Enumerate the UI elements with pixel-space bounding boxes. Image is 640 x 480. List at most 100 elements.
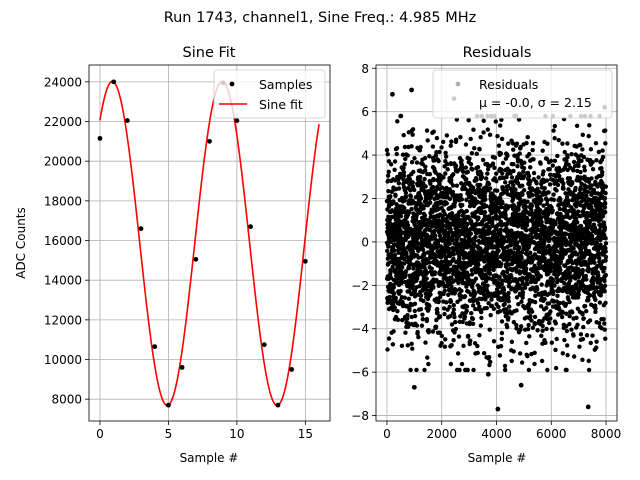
residual-point: [521, 165, 527, 171]
residual-point: [422, 251, 427, 256]
residual-point: [408, 367, 413, 373]
residual-point: [599, 165, 604, 171]
residual-point: [497, 274, 502, 280]
residual-point: [435, 310, 440, 315]
residual-point: [449, 211, 455, 216]
residual-point: [449, 275, 454, 281]
residual-point: [571, 159, 577, 165]
residual-point: [585, 189, 591, 195]
residual-point: [471, 367, 476, 373]
residual-point: [497, 123, 503, 128]
sample-point: [193, 256, 199, 262]
residual-point: [493, 171, 499, 176]
residual-point: [588, 293, 593, 298]
residual-point: [422, 367, 427, 373]
sine-fit-ytick-label: 16000: [44, 234, 82, 248]
residual-point: [421, 298, 426, 304]
residual-point: [464, 304, 470, 309]
residual-point: [525, 135, 530, 140]
residual-point: [502, 367, 508, 373]
residual-point: [417, 284, 422, 289]
residual-point: [490, 161, 496, 166]
residual-point: [601, 316, 606, 322]
residual-point: [428, 181, 433, 186]
residual-point: [464, 308, 469, 314]
residual-point: [603, 272, 608, 278]
residual-point: [453, 137, 459, 142]
residual-point: [392, 248, 397, 253]
residual-outlier-point: [518, 382, 524, 388]
residual-point: [542, 185, 547, 191]
residual-point: [473, 234, 478, 240]
residual-point: [423, 340, 428, 345]
residual-point: [500, 200, 505, 206]
residual-point: [477, 304, 482, 309]
residual-point: [560, 351, 566, 356]
residual-point: [402, 205, 407, 211]
residual-point: [449, 284, 454, 289]
residual-point: [390, 342, 396, 347]
residual-point: [545, 198, 550, 203]
residual-point: [586, 266, 592, 272]
residual-point: [434, 135, 440, 141]
residual-point: [483, 278, 489, 284]
residual-point: [466, 118, 471, 123]
residual-point: [492, 155, 498, 160]
residual-point: [531, 170, 537, 176]
residual-point: [567, 299, 572, 305]
residual-point: [447, 304, 452, 310]
residuals-ytick-label: 6: [361, 105, 369, 119]
residual-point: [454, 117, 460, 122]
residual-point: [514, 308, 519, 313]
residual-point: [538, 161, 543, 166]
residual-point: [393, 193, 398, 199]
residual-point: [547, 236, 552, 241]
residual-point: [410, 346, 415, 351]
residual-point: [446, 246, 452, 252]
residual-point: [448, 227, 453, 232]
residual-point: [410, 127, 416, 132]
residual-point: [465, 221, 470, 227]
residual-point: [553, 365, 559, 371]
residual-point: [523, 266, 529, 271]
residuals-title: Residuals: [463, 45, 532, 61]
residual-point: [473, 306, 478, 312]
residual-point: [538, 274, 544, 279]
sine-fit-ytick-label: 14000: [44, 274, 82, 288]
residual-point: [453, 163, 459, 168]
residual-point: [529, 203, 535, 208]
residual-point: [496, 304, 501, 310]
residual-point: [468, 338, 473, 343]
residual-point: [571, 333, 576, 338]
residual-point: [403, 156, 408, 162]
residual-point: [527, 151, 532, 157]
residual-point: [482, 214, 488, 219]
residual-point: [527, 334, 532, 339]
residual-point: [386, 188, 391, 194]
residual-point: [399, 265, 405, 270]
residual-point: [468, 161, 474, 167]
residual-point: [414, 160, 420, 165]
residual-point: [499, 261, 504, 267]
residual-point: [571, 168, 576, 173]
residual-point: [412, 301, 418, 306]
residual-point: [488, 359, 493, 365]
residual-point: [532, 361, 537, 367]
residual-point: [431, 129, 436, 134]
sine-fit-ytick-label: 22000: [44, 115, 82, 129]
residual-point: [539, 197, 544, 203]
residual-point: [520, 183, 525, 188]
residual-point: [415, 276, 420, 281]
residual-point: [484, 176, 489, 181]
residual-point: [555, 153, 560, 159]
residual-point: [470, 303, 476, 308]
residual-point: [519, 360, 525, 365]
residual-point: [403, 194, 409, 199]
residual-point: [487, 226, 492, 231]
residual-point: [475, 343, 480, 349]
residual-point: [594, 158, 599, 163]
residual-point: [602, 225, 608, 230]
figure-suptitle: Run 1743, channel1, Sine Freq.: 4.985 MH…: [164, 10, 477, 26]
sample-point: [138, 226, 144, 232]
residuals-panel: Residuals 0 2000 4000 6000 8000 −8 −6 −4 −2 0 2 4 6 8…: [351, 45, 621, 465]
